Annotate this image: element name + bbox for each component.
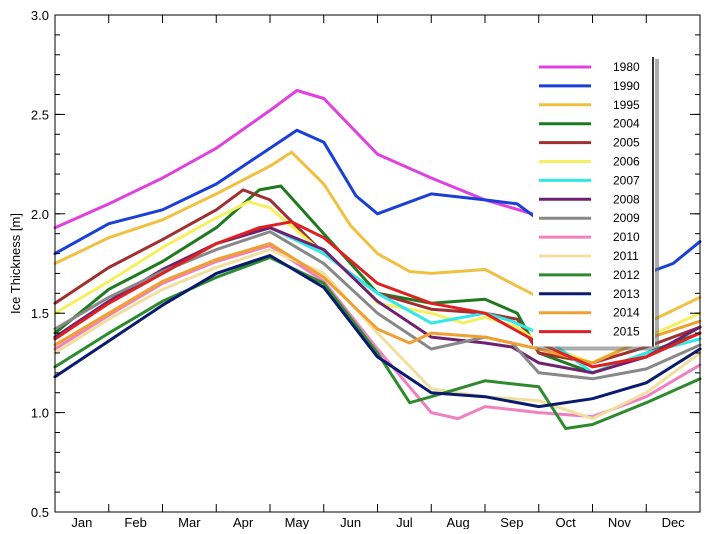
x-tick-label: Mar: [178, 515, 201, 529]
y-axis-title: Ice Thickness [m]: [8, 213, 23, 314]
series-line-2015: [53, 220, 702, 369]
legend-label-1980: 1980: [613, 60, 640, 74]
legend: 1980 1990 1995 2004 2005 2006 2007 2008 2009 2010…: [533, 55, 659, 351]
series-line-2008: [53, 226, 702, 375]
y-tick-label: 0.5: [31, 505, 49, 520]
legend-label-2004: 2004: [613, 117, 640, 131]
legend-label-2007: 2007: [613, 173, 640, 187]
legend-label-1990: 1990: [613, 79, 640, 93]
legend-label-2012: 2012: [613, 268, 640, 282]
legend-label-2013: 2013: [613, 287, 640, 301]
x-tick-label: Aug: [447, 515, 470, 529]
legend-label-2005: 2005: [613, 136, 640, 150]
x-tick-label: Apr: [233, 515, 254, 529]
x-tick-label: Nov: [608, 515, 632, 529]
x-tick-label: Sep: [500, 515, 523, 529]
x-tick-label: Jan: [71, 515, 92, 529]
y-tick-label: 1.5: [31, 306, 49, 321]
legend-label-2010: 2010: [613, 230, 640, 244]
x-tick-label: Oct: [556, 515, 577, 529]
legend-label-2006: 2006: [613, 155, 640, 169]
series-line-2011: [53, 248, 702, 421]
legend-label-2014: 2014: [613, 306, 640, 320]
legend-label-1995: 1995: [613, 98, 640, 112]
y-tick-label: 2.5: [31, 107, 49, 122]
x-tick-label: Jul: [396, 515, 413, 529]
x-tick-label: Feb: [124, 515, 146, 529]
legend-label-2011: 2011: [613, 249, 639, 263]
y-tick-label: 1.0: [31, 406, 49, 421]
legend-label-2008: 2008: [613, 192, 640, 206]
x-tick-label: Dec: [662, 515, 686, 529]
x-tick-label: May: [285, 515, 310, 529]
series-line-2013: [53, 254, 702, 409]
x-tick-label: Jun: [340, 515, 361, 529]
ticks: 0.5 1.0 1.5 2.0 2.5 3.0 Jan Feb Mar Apr May Jun Jul A…: [31, 8, 701, 530]
legend-label-2009: 2009: [613, 211, 640, 225]
y-tick-label: 2.0: [31, 207, 49, 222]
series-layer: [53, 89, 702, 430]
series-line-2014: [53, 242, 702, 365]
y-tick-label: 3.0: [31, 8, 49, 23]
legend-label-2015: 2015: [613, 325, 640, 339]
